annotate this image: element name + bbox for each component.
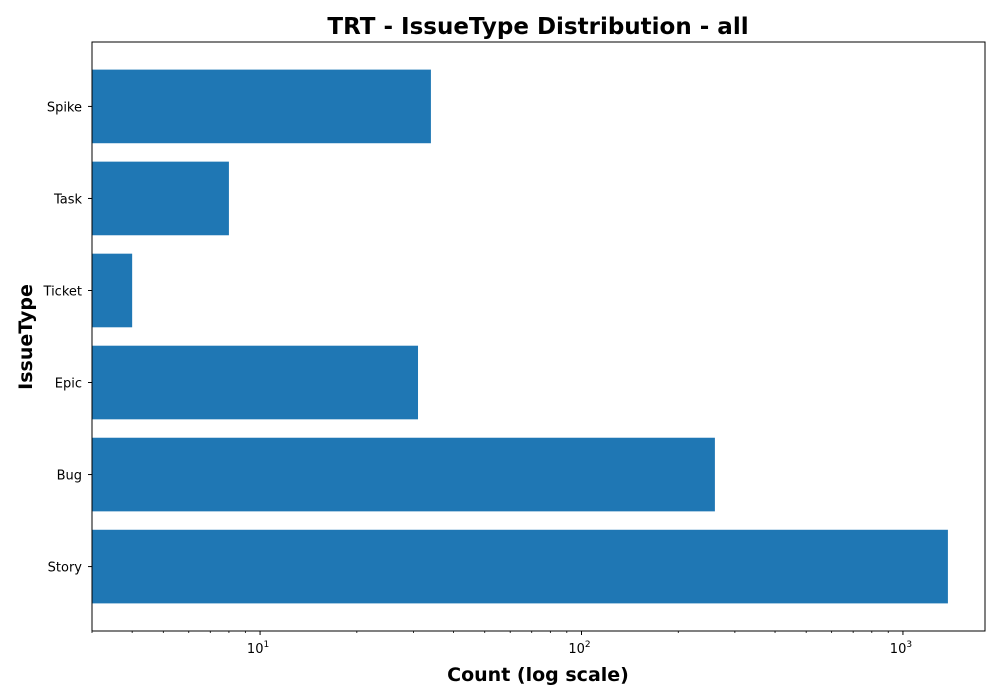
x-tick-label: 103 (890, 640, 912, 657)
bar-spike (92, 69, 431, 144)
y-tick-label-task: Task (53, 192, 83, 207)
y-tick-label-epic: Epic (55, 377, 82, 392)
y-axis-label: IssueType (15, 284, 37, 390)
plot-frame (91, 41, 986, 632)
y-tick-label-story: Story (48, 561, 83, 576)
bar-story (92, 529, 948, 604)
y-axis-ticks: Story Bug Epic Ticket Task Spike (43, 100, 92, 576)
bar-epic (92, 345, 419, 420)
chart-title: TRT - IssueType Distribution - all (327, 14, 748, 40)
bar-task (92, 161, 229, 236)
bar-ticket (92, 253, 133, 328)
x-axis-label: Count (log scale) (447, 664, 629, 686)
bar-bug (92, 437, 715, 512)
y-tick-label-ticket: Ticket (43, 284, 82, 299)
x-tick-label: 101 (247, 640, 269, 657)
bars-group (92, 69, 948, 604)
y-tick-label-spike: Spike (47, 100, 82, 115)
x-axis-ticks: 101 102 103 (91, 631, 912, 657)
x-tick-label: 102 (568, 640, 590, 657)
y-tick-label-bug: Bug (57, 469, 82, 484)
